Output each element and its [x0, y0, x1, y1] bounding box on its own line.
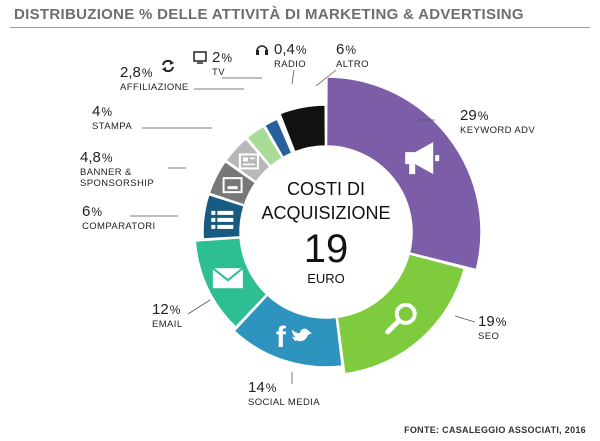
svg-text:f: f	[276, 321, 287, 354]
envelope-icon	[212, 267, 244, 289]
source-note: FONTE: CASALEGGIO ASSOCIATI, 2016	[404, 425, 586, 435]
slice-keyword-adv	[325, 76, 482, 271]
slice-affiliazione	[245, 125, 284, 168]
center-value: 19	[304, 227, 349, 271]
slice-value: 0,4%	[274, 41, 307, 58]
slice-label: RADIO	[274, 59, 306, 70]
slice-altro	[278, 104, 327, 153]
slice-value: 4,8%	[80, 149, 113, 166]
tv-icon	[193, 51, 207, 64]
slice-banner-sponsorship	[208, 160, 257, 206]
slice-value: 12%	[152, 301, 181, 318]
slice-label: ALTRO	[336, 59, 369, 70]
slice-value: 14%	[248, 379, 277, 396]
slice-value: 29%	[460, 107, 489, 124]
leader-line	[291, 69, 295, 85]
slice-value: 4%	[92, 103, 112, 120]
slice-value: 6%	[336, 41, 356, 58]
center-line-2: ACQUISIZIONE	[261, 203, 390, 223]
slice-stampa	[224, 137, 272, 183]
megaphone-icon	[405, 142, 440, 175]
slice-social-media	[233, 293, 343, 368]
refresh-icon	[162, 59, 174, 73]
slice-tv	[263, 118, 293, 159]
slice-value: 6%	[82, 203, 102, 220]
slice-seo	[336, 252, 466, 375]
slice-label: SPONSORSHIP	[80, 178, 154, 189]
slice-value: 2,8%	[120, 64, 153, 81]
chart-title: DISTRIBUZIONE % DELLE ATTIVITÀ DI MARKET…	[14, 6, 524, 23]
slice-label: BANNER &	[80, 167, 132, 178]
leader-line	[315, 69, 337, 87]
banner-icon	[222, 177, 243, 194]
slice-label: AFFILIAZIONE	[120, 82, 189, 93]
slice-label: STAMPA	[92, 121, 132, 132]
list-icon	[211, 210, 234, 229]
newspaper-icon	[238, 153, 259, 170]
slice-value: 2%	[212, 49, 232, 66]
leader-line	[187, 299, 211, 315]
slice-label: KEYWORD ADV	[460, 125, 535, 136]
slice-radio	[277, 116, 295, 154]
slice-label: SOCIAL MEDIA	[248, 397, 320, 408]
slice-label: EMAIL	[152, 319, 183, 330]
slice-label: COMPARATORI	[82, 221, 156, 232]
slice-value: 19%	[478, 313, 507, 330]
title-divider	[10, 27, 590, 28]
facebook-twitter-icon: f	[276, 321, 312, 354]
headphones-icon	[256, 45, 268, 55]
leader-line	[454, 315, 476, 323]
slice-label: SEO	[478, 331, 499, 342]
magnifier-icon	[385, 302, 417, 335]
slice-label: TV	[212, 67, 225, 78]
center-line-1: COSTI DI	[287, 179, 365, 199]
center-unit: EURO	[307, 271, 345, 286]
